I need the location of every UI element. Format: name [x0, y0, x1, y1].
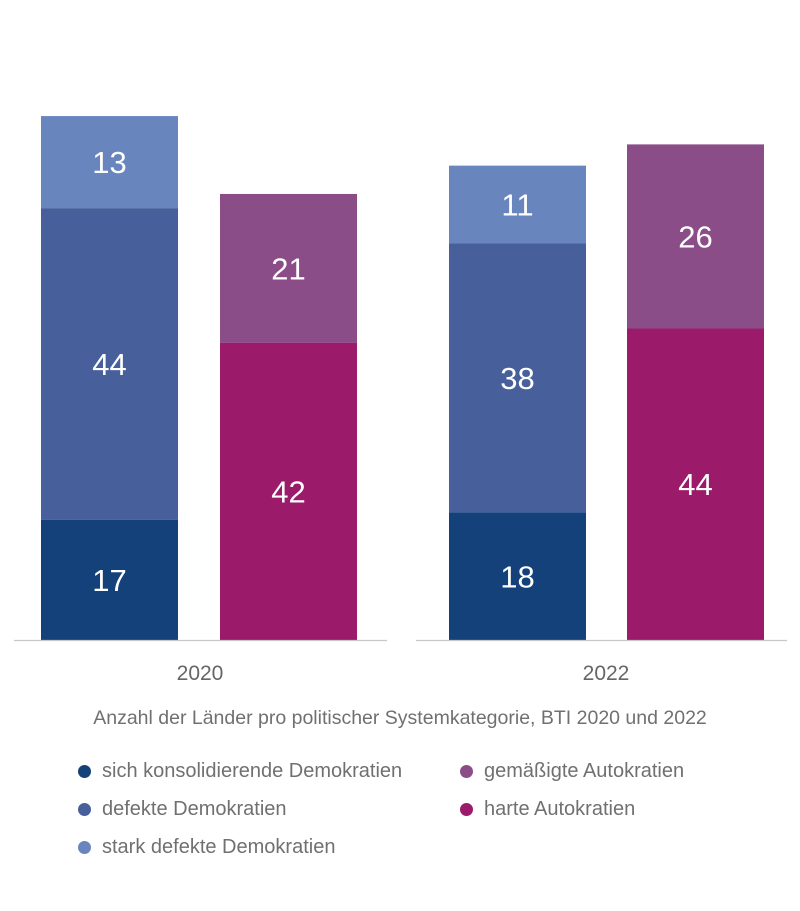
bar-2020-sich-konsolidierende-demokratien: [41, 519, 178, 640]
data-label-2022-gemaessigte-autokratien: 26: [678, 219, 712, 254]
bar-2020-stark-defekte-demokratien: [41, 116, 178, 209]
bar-2020-gemaessigte-autokratien: [220, 193, 357, 343]
data-label-2020-defekte-demokratien: 44: [92, 347, 126, 382]
legend-label: stark defekte Demokratien: [102, 836, 336, 858]
bar-2022-harte-autokratien: [627, 328, 764, 640]
legend-dot-icon: [78, 841, 91, 854]
legend-item-defekte-demokratien: defekte Demokratien: [78, 798, 287, 821]
legend-dot-icon: [78, 765, 91, 778]
bar-2022-defekte-demokratien: [449, 243, 586, 513]
legend-item-stark-defekte-demokratien: stark defekte Demokratien: [78, 836, 335, 859]
bar-2020-harte-autokratien: [220, 342, 357, 640]
legend-item-harte-autokratien: harte Autokratien: [460, 798, 635, 821]
data-label-2022-harte-autokratien: 44: [678, 467, 712, 502]
legend-dot-icon: [78, 803, 91, 816]
legend-dot-icon: [460, 803, 473, 816]
legend-label: harte Autokratien: [484, 798, 636, 820]
data-label-2020-harte-autokratien: 42: [271, 474, 305, 509]
data-label-2022-sich-konsolidierende-demokratien: 18: [500, 559, 534, 594]
legend-dot-icon: [460, 765, 473, 778]
bar-2022-sich-konsolidierende-demokratien: [449, 512, 586, 640]
legend-label: gemäßigte Autokratien: [484, 760, 685, 782]
bar-2022-stark-defekte-demokratien: [449, 165, 586, 244]
bar-2020-defekte-demokratien: [41, 208, 178, 520]
data-label-2022-defekte-demokratien: 38: [500, 361, 534, 396]
category-label-2020: 2020: [177, 662, 224, 685]
bar-2022-gemaessigte-autokratien: [627, 144, 764, 329]
chart-caption: Anzahl der Länder pro politischer System…: [93, 707, 707, 729]
legend-label: defekte Demokratien: [102, 798, 287, 820]
legend-item-sich-konsolidierende-demokratien: sich konsolidierende Demokratien: [78, 760, 402, 783]
data-label-2022-stark-defekte-demokratien: 11: [501, 188, 533, 223]
legend-label: sich konsolidierende Demokratien: [102, 760, 403, 782]
data-label-2020-gemaessigte-autokratien: 21: [271, 251, 305, 286]
legend-item-gemaessigte-autokratien: gemäßigte Autokratien: [460, 760, 684, 783]
stacked-bar-chart: 17 44 13 42 21 2020 18 38 11 44 26 2022: [14, 116, 787, 685]
data-label-2020-sich-konsolidierende-demokratien: 17: [92, 563, 126, 598]
category-label-2022: 2022: [583, 662, 630, 685]
data-label-2020-stark-defekte-demokratien: 13: [92, 145, 126, 180]
